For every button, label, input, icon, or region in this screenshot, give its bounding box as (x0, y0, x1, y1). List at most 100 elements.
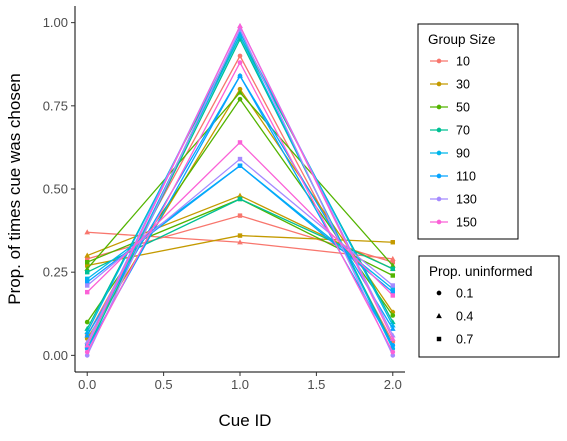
data-point (85, 289, 90, 295)
legend-label: 0.1 (456, 287, 473, 301)
data-point (84, 349, 90, 355)
y-axis-title: Prop. of times cue was chosen (5, 73, 24, 305)
legend-point-swatch (436, 219, 442, 225)
legend-point-swatch (436, 150, 442, 156)
legend-label: 130 (456, 193, 477, 207)
data-point (85, 263, 90, 268)
legend-point-swatch (436, 58, 442, 64)
data-point (390, 286, 395, 292)
legend-label: 0.4 (456, 310, 473, 324)
data-point (237, 86, 243, 92)
data-point (390, 266, 395, 272)
series-110-0.7 (85, 163, 395, 295)
series-line (86, 74, 394, 336)
legend-label: 10 (456, 55, 470, 69)
legend-item-uninformed-0.7: 0.7 (436, 333, 473, 347)
legend-shape-swatch (436, 336, 442, 342)
data-point (237, 53, 243, 59)
data-point (390, 349, 396, 355)
series-line (86, 74, 394, 350)
legend-item-group-10: 10 (430, 55, 470, 69)
series-130-0.4 (84, 22, 396, 345)
data-point (390, 289, 395, 295)
legend-point-swatch (436, 81, 442, 87)
x-tick-label: 0.0 (78, 377, 96, 392)
data-point (237, 213, 243, 218)
x-tick-label: 0.5 (155, 377, 173, 392)
data-point (237, 239, 243, 245)
series-line (86, 98, 394, 323)
data-point (237, 156, 243, 162)
y-tick-label: 0.75 (43, 98, 68, 113)
series-50-0.4 (84, 89, 396, 271)
data-point (84, 353, 90, 358)
data-point (390, 283, 395, 288)
legend-label: 150 (456, 216, 477, 230)
legend-item-group-70: 70 (430, 124, 470, 138)
y-tick-label: 0.25 (43, 265, 68, 280)
series-line (86, 164, 394, 290)
x-tick-label: 1.5 (307, 377, 325, 392)
data-point (85, 283, 90, 288)
legend-point-swatch (436, 104, 442, 110)
data-point (237, 72, 243, 78)
x-axis-title: Cue ID (219, 411, 272, 430)
data-point (84, 252, 91, 258)
series-line (86, 61, 394, 353)
legend-item-group-50: 50 (430, 101, 470, 115)
y-tick-label: 1.00 (43, 15, 68, 30)
legend-item-uninformed-0.4: 0.4 (436, 310, 473, 324)
series-150-0.1 (84, 60, 396, 355)
data-point (389, 262, 396, 268)
legend-group-size: Group Size 10 30 50 70 90 110 130 150 (417, 23, 519, 240)
data-point (85, 269, 90, 275)
data-point (237, 233, 243, 238)
data-point (390, 313, 396, 318)
data-point (389, 255, 396, 261)
legend-point-swatch (436, 127, 442, 133)
y-tick-label: 0.50 (43, 182, 68, 197)
legend-prop-uninformed: Prop. uninformed 0.1 0.4 0.7 (418, 255, 560, 358)
series-150-0.4 (84, 22, 396, 348)
plot-area (84, 22, 396, 358)
legend-label: 110 (456, 170, 476, 184)
y-tick-label: 0.00 (43, 348, 68, 363)
series-90-0.7 (85, 163, 395, 292)
data-point (390, 293, 395, 298)
legend-label: 30 (456, 78, 470, 92)
legend-shape-swatch (436, 290, 442, 296)
data-point (390, 240, 395, 245)
x-tick-label: 2.0 (384, 377, 402, 392)
legend-label: 90 (456, 147, 470, 161)
data-point (85, 279, 90, 285)
data-point (85, 259, 90, 265)
data-point (390, 353, 396, 358)
series-90-0.1 (84, 33, 396, 352)
legend-label: 50 (456, 101, 470, 115)
x-tick-label: 1.0 (231, 377, 249, 392)
legend-item-uninformed-0.1: 0.1 (436, 287, 473, 301)
data-point (237, 60, 243, 65)
data-point (390, 273, 395, 278)
series-150-0.7 (85, 140, 395, 298)
data-point (85, 276, 90, 282)
data-point (237, 96, 243, 102)
series-50-0.1 (84, 96, 396, 325)
series-110-0.1 (84, 73, 396, 352)
legend-prop-uninformed-box (418, 255, 560, 358)
legend-label: 0.7 (456, 333, 473, 347)
legend-item-group-150: 150 (430, 216, 477, 230)
data-point (389, 325, 396, 331)
series-line (86, 34, 394, 349)
data-point (237, 22, 243, 29)
data-point (84, 332, 91, 338)
axes: Cue ID Prop. of times cue was chosen 0.0… (5, 6, 405, 430)
legend-item-group-130: 130 (430, 193, 477, 207)
series-130-0.1 (84, 26, 396, 358)
legend-label: 70 (456, 124, 470, 138)
data-point (389, 335, 396, 341)
legend-shape-swatch (436, 313, 442, 319)
legend-prop-uninformed-title: Prop. uninformed (429, 264, 533, 279)
legend-group-size-title: Group Size (428, 32, 496, 47)
